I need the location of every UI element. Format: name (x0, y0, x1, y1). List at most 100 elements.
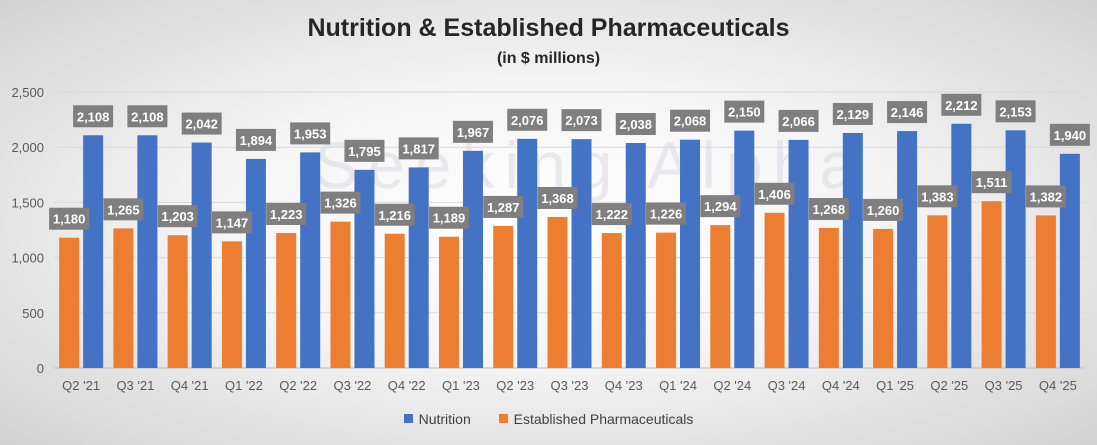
data-label-established-pharma: 1,326 (320, 191, 361, 214)
data-label-established-pharma-text: 1,326 (324, 196, 357, 211)
data-label-established-pharma: 1,511 (971, 171, 1012, 194)
data-label-established-pharma: 1,260 (863, 198, 904, 221)
x-tick-label: Q3 '21 (116, 378, 154, 393)
x-tick-label: Q2 '21 (62, 378, 100, 393)
data-label-established-pharma: 1,287 (483, 195, 524, 218)
legend-label-nutrition: Nutrition (418, 410, 471, 427)
data-label-nutrition-box (1049, 123, 1090, 146)
data-label-nutrition-text: 2,108 (77, 109, 110, 124)
data-label-established-pharma: 1,189 (428, 206, 469, 229)
bar-nutrition (408, 167, 429, 368)
data-label-established-pharma-text: 1,287 (487, 200, 520, 215)
legend-swatch-established-pharma (498, 414, 508, 423)
data-label-established-pharma-box (49, 207, 90, 230)
data-label-established-pharma: 1,368 (537, 186, 578, 209)
bar-nutrition (300, 152, 321, 368)
data-label-established-pharma-text: 1,294 (704, 199, 737, 214)
data-label-nutrition-text: 2,150 (728, 105, 761, 120)
data-label-established-pharma: 1,180 (49, 207, 90, 230)
data-label-nutrition: 2,038 (615, 113, 656, 136)
data-label-established-pharma-text: 1,265 (107, 202, 140, 217)
data-label-established-pharma: 1,294 (700, 195, 741, 218)
chart-subtitle: (in $ millions) (496, 50, 601, 67)
data-label-nutrition-text: 1,795 (348, 144, 381, 159)
data-label-established-pharma: 1,265 (103, 198, 144, 221)
data-label-nutrition: 2,146 (887, 101, 928, 124)
bar-established-pharma (927, 215, 948, 368)
data-label-established-pharma-box (374, 203, 415, 226)
data-label-established-pharma: 1,223 (266, 202, 307, 225)
bar-nutrition (680, 139, 701, 368)
bar-nutrition (462, 150, 483, 368)
data-label-nutrition: 2,129 (832, 102, 873, 125)
data-label-established-pharma-box (863, 198, 904, 221)
data-label-nutrition: 1,795 (344, 139, 385, 162)
bar-established-pharma (981, 201, 1002, 368)
y-tick-label: 2,500 (11, 85, 44, 100)
data-label-established-pharma-box (483, 195, 524, 218)
data-label-nutrition: 2,150 (724, 100, 765, 123)
bar-nutrition (245, 158, 266, 368)
data-label-nutrition-box (832, 102, 873, 125)
data-label-established-pharma-box (103, 198, 144, 221)
bar-nutrition (734, 130, 755, 368)
bar-established-pharma (493, 225, 514, 368)
data-label-established-pharma-box (591, 203, 632, 226)
data-label-nutrition: 2,076 (507, 108, 548, 131)
data-label-established-pharma-text: 1,223 (270, 207, 303, 222)
data-label-nutrition: 2,153 (995, 100, 1036, 123)
bar-established-pharma (330, 221, 351, 368)
data-label-established-pharma: 1,382 (1025, 185, 1066, 208)
data-label-nutrition: 2,108 (73, 105, 114, 128)
data-label-nutrition-text: 2,042 (185, 117, 218, 132)
data-label-established-pharma: 1,203 (157, 205, 198, 228)
data-label-nutrition-box (344, 139, 385, 162)
data-label-established-pharma-text: 1,368 (541, 191, 574, 206)
data-label-nutrition-box (398, 137, 439, 160)
chart-title: Nutrition & Established Pharmaceuticals (307, 14, 790, 42)
data-label-established-pharma-text: 1,222 (595, 207, 628, 222)
data-label-nutrition: 2,212 (941, 93, 982, 116)
bar-established-pharma (276, 232, 297, 368)
bar-nutrition (842, 132, 863, 368)
data-label-established-pharma-text: 1,189 (433, 211, 466, 226)
x-tick-label: Q3 '25 (985, 378, 1023, 393)
bar-nutrition (354, 169, 375, 368)
bar-nutrition (137, 135, 158, 368)
data-label-established-pharma-box (428, 206, 469, 229)
data-label-established-pharma-text: 1,382 (1030, 189, 1063, 204)
data-label-nutrition-text: 1,940 (1054, 128, 1087, 143)
bar-nutrition (897, 131, 918, 368)
data-label-nutrition-box (452, 120, 493, 143)
data-label-established-pharma-box (320, 191, 361, 214)
data-label-nutrition: 2,068 (670, 109, 711, 132)
data-label-nutrition: 1,967 (452, 120, 493, 143)
x-tick-label: Q4 '23 (605, 378, 643, 393)
data-label-nutrition-box (941, 93, 982, 116)
data-label-established-pharma-text: 1,268 (813, 202, 846, 217)
data-label-established-pharma-box (157, 205, 198, 228)
legend: Nutrition Established Pharmaceuticals (0, 410, 1097, 427)
data-label-nutrition-box (778, 109, 819, 132)
data-label-nutrition-box (507, 108, 548, 131)
x-tick-label: Q1 '25 (876, 378, 914, 393)
x-tick-label: Q4 '22 (388, 378, 426, 393)
data-label-nutrition-text: 2,068 (674, 114, 707, 129)
data-label-established-pharma-text: 1,260 (867, 203, 900, 218)
x-tick-label: Q3 '22 (333, 378, 371, 393)
data-label-established-pharma: 1,268 (808, 198, 849, 221)
data-label-nutrition-text: 2,146 (891, 105, 924, 120)
x-tick-label: Q1 '23 (442, 378, 480, 393)
bar-established-pharma (438, 236, 459, 368)
bar-nutrition (1005, 130, 1026, 368)
x-tick-label: Q4 '25 (1039, 378, 1077, 393)
data-label-nutrition-text: 2,038 (619, 117, 652, 132)
data-label-established-pharma-box (971, 171, 1012, 194)
data-label-nutrition-text: 2,153 (999, 104, 1032, 119)
y-tick-label: 500 (22, 306, 44, 321)
data-label-nutrition: 2,073 (561, 109, 602, 132)
x-tick-label: Q2 '25 (930, 378, 968, 393)
x-tick-label: Q3 '23 (551, 378, 589, 393)
data-label-nutrition-box (181, 112, 222, 135)
bar-nutrition (517, 138, 538, 368)
